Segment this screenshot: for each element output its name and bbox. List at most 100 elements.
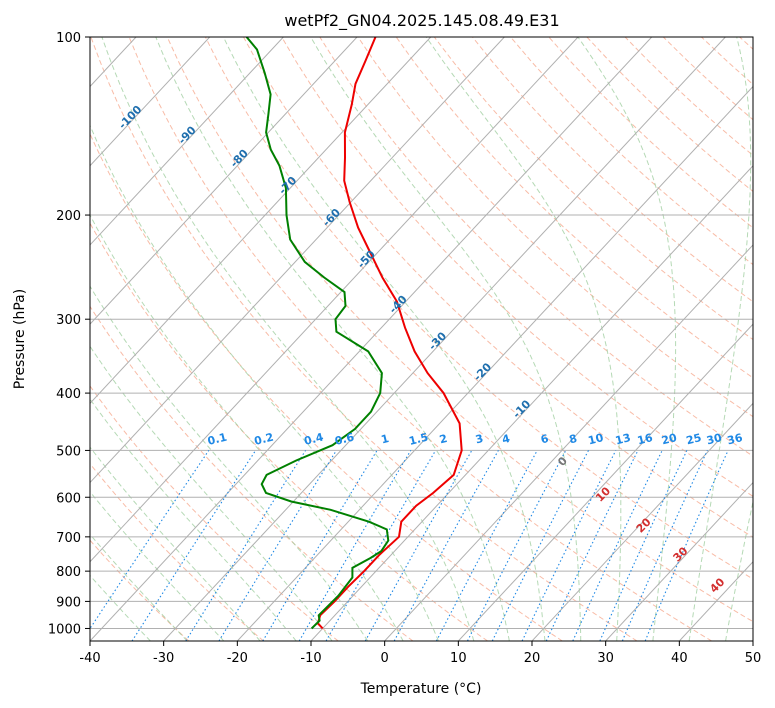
dry-adiabat-line xyxy=(472,37,753,303)
mixing-ratio-label: 1 xyxy=(380,432,391,446)
y-tick-label: 900 xyxy=(56,595,81,610)
y-axis-label: Pressure (hPa) xyxy=(12,289,28,389)
x-tick-label: -20 xyxy=(227,651,248,666)
isotherm-line xyxy=(163,37,726,641)
dry-adiabat-line xyxy=(90,222,488,641)
isotherm-line xyxy=(384,244,753,641)
mixing-ratio-line xyxy=(621,450,708,641)
isotherm-line xyxy=(457,323,753,641)
mixing-ratio-line xyxy=(90,450,210,630)
x-tick-label: -10 xyxy=(300,651,321,666)
moist-adiabat-line xyxy=(90,574,151,641)
y-tick-label: 600 xyxy=(56,491,81,506)
mixing-ratio-label: 4 xyxy=(501,432,512,447)
mixing-ratio-label: 13 xyxy=(614,431,632,447)
dry-adiabat-line xyxy=(128,37,712,641)
plot-area xyxy=(90,37,753,641)
dewpoint-line xyxy=(245,37,390,630)
isotherm-line xyxy=(90,37,432,405)
isotherms xyxy=(90,37,753,641)
moist-adiabat-line xyxy=(90,446,261,641)
mixing-ratio-line xyxy=(644,450,729,641)
plot-frame xyxy=(89,36,754,642)
mixing-ratio-label: 20 xyxy=(660,431,678,447)
pressure-gridlines xyxy=(90,37,753,629)
mixing-ratio-line xyxy=(599,450,688,641)
x-tick-label: 50 xyxy=(745,651,762,666)
mixing-ratio-label: 36 xyxy=(726,431,744,447)
moist-adiabat-line xyxy=(222,37,546,641)
mixing-ratio-label: 2 xyxy=(438,432,449,446)
y-tick-label: 1000 xyxy=(48,622,81,637)
moist-adiabat-line xyxy=(90,491,225,641)
mixing-ratio-label: 0.6 xyxy=(333,430,355,447)
isotherm-line xyxy=(90,37,505,484)
moist-adiabat-line xyxy=(688,37,752,641)
x-tick-label: 20 xyxy=(524,651,541,666)
dry-adiabat-line xyxy=(90,539,190,641)
mixing-ratio-label: 8 xyxy=(568,432,579,446)
y-tick-label: 700 xyxy=(56,531,81,546)
isotherm-line xyxy=(90,37,358,325)
x-axis-label: Temperature (°C) xyxy=(360,681,482,697)
chart-title: wetPf2_GN04.2025.145.08.49.E31 xyxy=(284,11,559,31)
x-tick-label: -30 xyxy=(153,651,174,666)
moist-adiabat-line xyxy=(90,214,404,641)
mixing-ratio-lines xyxy=(90,450,729,641)
isotherm-line xyxy=(531,402,753,641)
moist-adiabat-line xyxy=(90,533,188,641)
moist-adiabats xyxy=(90,37,753,641)
moist-adiabat-line xyxy=(725,499,753,641)
profile-series xyxy=(245,37,463,630)
mixing-ratio-label: 16 xyxy=(636,431,654,447)
mixing-ratio-label: 1.5 xyxy=(408,431,430,448)
isotherm-line xyxy=(90,37,653,641)
isotherm-line xyxy=(236,85,753,641)
y-tick-label: 200 xyxy=(56,209,81,224)
x-tick-label: -40 xyxy=(79,651,100,666)
mixing-ratio-label: 0.2 xyxy=(253,431,275,448)
isotherm-line xyxy=(310,164,753,641)
y-tick-label: 100 xyxy=(56,31,81,46)
dry-adiabat-line xyxy=(357,37,753,418)
isotherm-line xyxy=(90,37,284,246)
isotherm-line xyxy=(90,37,211,167)
temperature-line xyxy=(316,37,463,630)
dry-adiabat-line xyxy=(90,132,563,641)
axes: -40 -30 -20 -10 0 10 20 30 40 5010020030040050060… xyxy=(48,31,761,666)
x-tick-label: 30 xyxy=(597,651,614,666)
dry-adiabat-line xyxy=(319,37,753,457)
x-tick-label: 40 xyxy=(671,651,688,666)
moist-adiabat-line xyxy=(425,37,622,641)
mixing-ratio-label: 3 xyxy=(474,432,485,446)
isotherm-line xyxy=(605,481,753,641)
mixing-ratio-line xyxy=(491,450,589,641)
mixing-ratio-line xyxy=(393,450,499,641)
mixing-ratio-line xyxy=(364,450,473,641)
moist-adiabat-line xyxy=(90,285,369,641)
dry-adiabat-line xyxy=(204,37,753,580)
moist-adiabat-line xyxy=(155,37,510,641)
dry-adiabat-line xyxy=(90,37,638,641)
moist-adiabat-line xyxy=(101,37,475,641)
y-tick-label: 300 xyxy=(56,313,81,328)
mixing-ratio-label: 30 xyxy=(705,431,723,447)
isotherm-line xyxy=(90,37,579,563)
mixing-ratio-label: 6 xyxy=(539,432,550,447)
mixing-ratio-line xyxy=(218,450,337,641)
mixing-ratio-label: 0.1 xyxy=(206,431,228,448)
dry-adiabat-line xyxy=(281,37,753,497)
y-tick-label: 800 xyxy=(56,565,81,580)
moist-adiabat-line xyxy=(577,37,677,641)
moist-adiabat-line xyxy=(90,345,333,641)
mixing-ratio-label: 25 xyxy=(685,431,703,447)
mixing-ratio-label: 10 xyxy=(587,431,605,447)
mixing-ratio-label: 0.4 xyxy=(303,430,325,447)
y-tick-label: 400 xyxy=(56,387,81,402)
y-tick-label: 500 xyxy=(56,444,81,459)
dry-adiabat-line xyxy=(90,462,264,641)
dry-adiabat-line xyxy=(166,37,753,623)
x-tick-label: 10 xyxy=(450,651,467,666)
dry-adiabat-line xyxy=(433,37,753,341)
